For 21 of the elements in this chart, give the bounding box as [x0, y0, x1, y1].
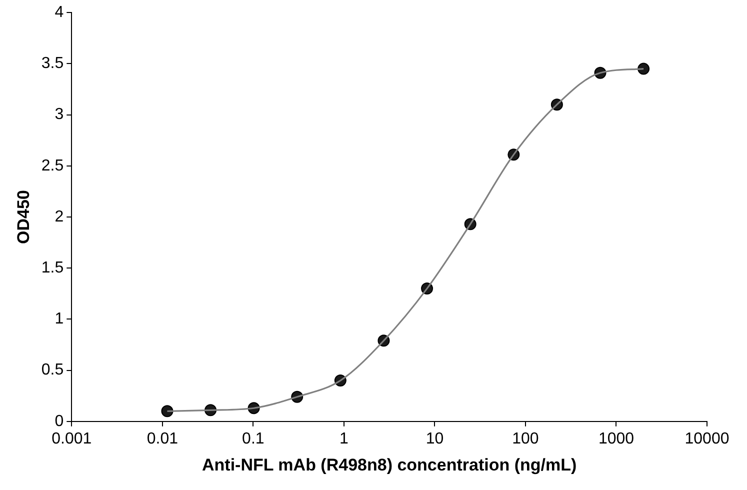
x-tick-label: 1: [339, 430, 348, 448]
y-tick-label: 3: [54, 106, 64, 124]
y-tick-label: 3.5: [41, 55, 64, 72]
x-tick-label: 10: [426, 430, 444, 448]
point: [161, 405, 174, 418]
y-axis-title: OD450: [14, 190, 33, 244]
x-axis-title: Anti-NFL mAb (R498n8) concentration (ng/mL): [202, 455, 577, 474]
x-tick-label: 0.1: [242, 430, 264, 448]
y-tick-label: 0.5: [41, 362, 64, 379]
y-tick-label: 4: [54, 4, 64, 22]
x-tick-label: 0.01: [146, 430, 178, 448]
x-tick-label: 1000: [598, 430, 634, 448]
y-tick-label: 1.5: [41, 260, 64, 277]
y-tick-label: 0: [54, 412, 64, 430]
x-tick-label: 10000: [684, 430, 730, 448]
x-tick-label: 0.001: [52, 430, 92, 448]
y-tick-label: 2: [54, 208, 64, 226]
y-tick-label: 2.5: [41, 157, 64, 174]
point: [638, 62, 650, 75]
x-tick-label: 100: [512, 430, 539, 448]
y-tick-label: 1: [54, 310, 64, 328]
